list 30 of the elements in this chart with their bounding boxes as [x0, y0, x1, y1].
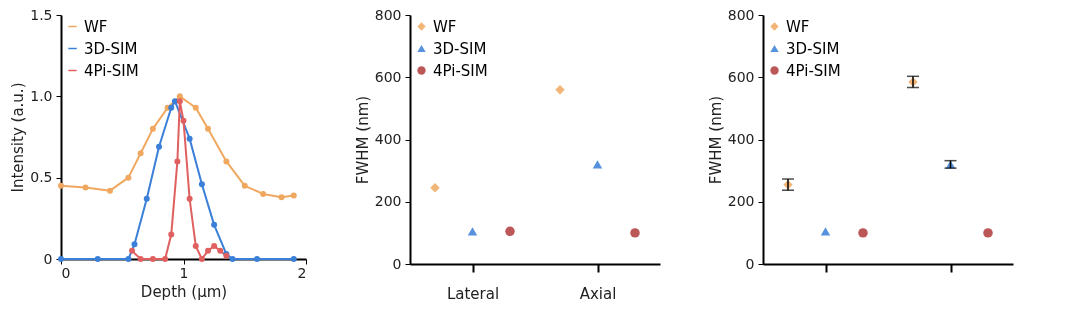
legend-label: 3D-SIM	[786, 39, 840, 58]
y-tick-label: 0	[43, 250, 53, 267]
y-tick-label: 600	[727, 68, 755, 85]
y-axis-title: FWHM (nm)	[706, 95, 725, 185]
y-tick-label: 400	[727, 131, 755, 147]
legend-label: 4Pi-SIM	[433, 61, 488, 80]
x-tick-label: Axial	[579, 284, 617, 303]
y-tick-label: 800	[727, 6, 755, 23]
x-tick-label: Lateral	[446, 284, 500, 303]
y-tick-label: 0.5	[30, 169, 53, 186]
legend-label: WF	[84, 17, 108, 36]
y-tick-label: 400	[374, 131, 402, 147]
x-tick-label: 1	[179, 264, 189, 281]
y-axis-title: Intensity (a.u.)	[9, 82, 28, 193]
y-tick-label: 800	[374, 6, 402, 23]
legend-label: WF	[786, 17, 810, 36]
legend-label: 3D-SIM	[433, 39, 487, 58]
y-tick-label: 1.5	[30, 6, 53, 23]
x-tick-label: 2	[297, 264, 307, 281]
legend-label: WF	[433, 17, 457, 36]
y-tick-label: 200	[727, 193, 755, 210]
legend-label: 3D-SIM	[84, 39, 138, 58]
y-tick-label: 600	[374, 68, 402, 85]
x-tick-label: 0	[61, 264, 71, 281]
legend-label: 4Pi-SIM	[786, 61, 841, 80]
y-tick-label: 200	[374, 193, 402, 210]
y-tick-label: 1.0	[30, 87, 53, 104]
legend-label: 4Pi-SIM	[84, 61, 139, 80]
y-axis-title: FWHM (nm)	[353, 95, 372, 185]
x-axis-title: Depth (µm)	[140, 282, 228, 301]
